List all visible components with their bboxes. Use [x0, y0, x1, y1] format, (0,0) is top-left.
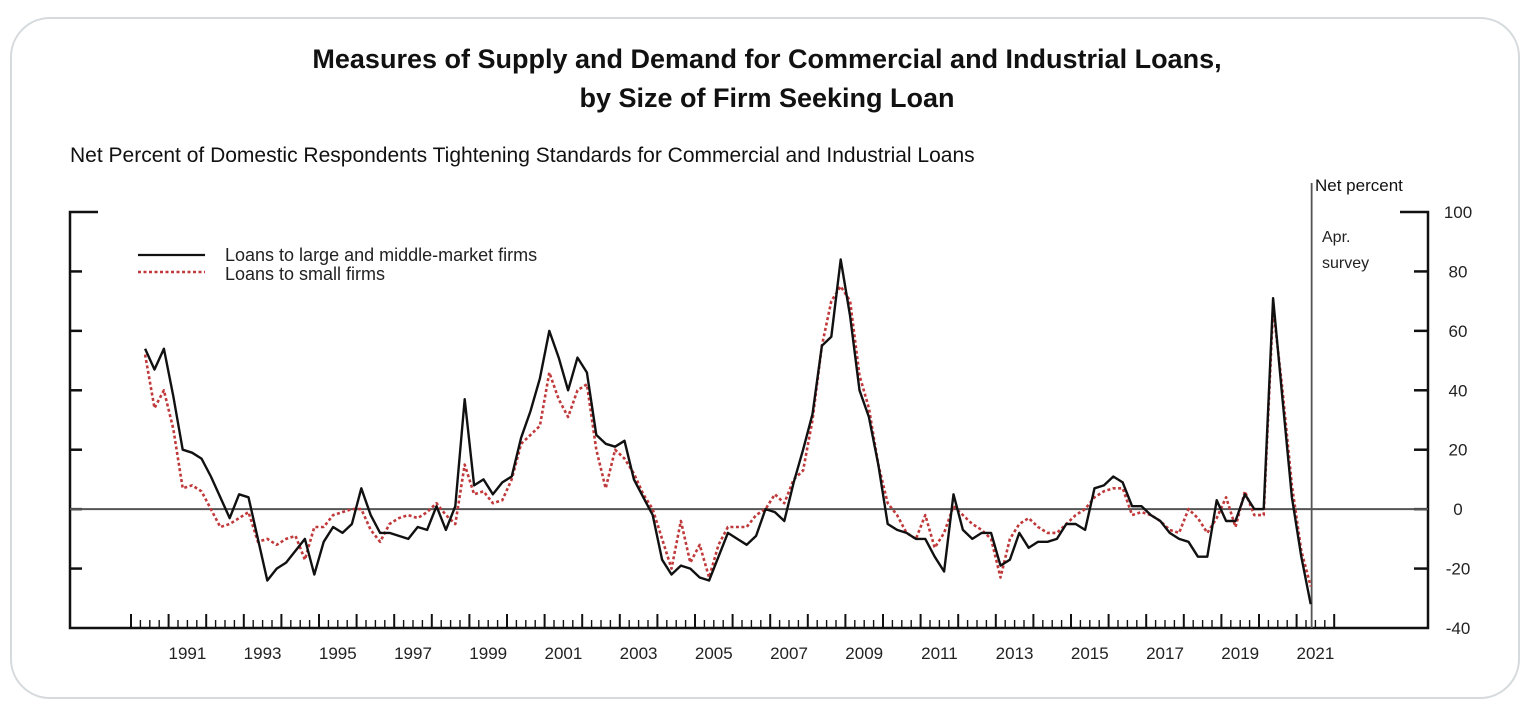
x-tick-label: 1995	[319, 644, 357, 663]
chart-frame	[10, 17, 1520, 699]
x-tick-label: 2019	[1221, 644, 1259, 663]
x-tick-label: 2003	[620, 644, 658, 663]
legend-label-large-firms: Loans to large and middle-market firms	[225, 245, 537, 265]
x-tick-label: 2001	[544, 644, 582, 663]
x-tick-label: 2005	[695, 644, 733, 663]
x-tick-label: 2017	[1146, 644, 1184, 663]
chart-title-line-2: by Size of Firm Seeking Loan	[579, 83, 955, 113]
y-tick-label: 100	[1444, 203, 1472, 222]
chart-title: Measures of Supply and Demand for Commer…	[0, 40, 1534, 118]
y-tick-label: 40	[1449, 381, 1468, 400]
y-tick-label: 20	[1449, 441, 1468, 460]
x-tick-label: 2015	[1071, 644, 1109, 663]
y-tick-label: -20	[1446, 560, 1471, 579]
y-tick-label: 80	[1449, 262, 1468, 281]
annotation-line-2: survey	[1322, 255, 1369, 272]
x-tick-label: 2021	[1296, 644, 1334, 663]
y-tick-label: 60	[1449, 322, 1468, 341]
series-group	[143, 258, 1312, 605]
chart-title-line-1: Measures of Supply and Demand for Commer…	[312, 44, 1222, 74]
x-tick-label: 1997	[394, 644, 432, 663]
x-tick-label: 2007	[770, 644, 808, 663]
y-axis-label: Net percent	[1315, 176, 1403, 195]
series-line-large-firms	[144, 258, 1312, 605]
y-tick-label: -40	[1446, 619, 1471, 638]
axes: -40 -20 0 20 40 60 80 100 1991 1993 1995 1997 1999 20…	[68, 183, 1472, 663]
legend: Loans to large and middle-market firms L…	[138, 245, 537, 284]
series-line-small-firms	[143, 285, 1312, 587]
y-tick-label: 0	[1453, 500, 1462, 519]
chart-subtitle: Net Percent of Domestic Respondents Tigh…	[70, 144, 975, 167]
plot-frame	[68, 210, 1430, 630]
x-tick-label: 2013	[996, 644, 1034, 663]
legend-label-small-firms: Loans to small firms	[225, 264, 385, 284]
annotation-group: Apr. survey	[1322, 229, 1369, 272]
x-tick-label: 1999	[469, 644, 507, 663]
x-tick-label: 1993	[244, 644, 282, 663]
annotation-line-1: Apr.	[1322, 229, 1350, 246]
x-tick-label: 1991	[168, 644, 206, 663]
x-tick-label: 2011	[921, 644, 958, 663]
x-tick-label: 2009	[845, 644, 883, 663]
